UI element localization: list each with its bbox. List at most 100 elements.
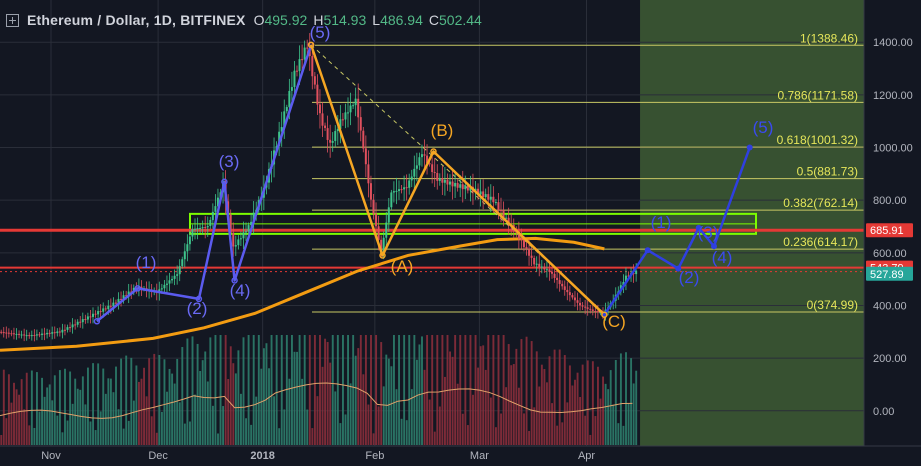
- volume-bar: [349, 383, 352, 445]
- fib-level-label: 0(374.99): [807, 298, 858, 312]
- candle-body: [331, 141, 334, 143]
- open-value: 495.92: [264, 12, 308, 28]
- candle-body: [344, 112, 347, 120]
- volume-bar: [138, 381, 140, 445]
- candle-body: [502, 210, 505, 218]
- volume-bar: [298, 335, 301, 445]
- volume-bar: [275, 335, 278, 445]
- volume-bar: [107, 378, 110, 445]
- candle-body: [199, 228, 202, 230]
- candle-body: [252, 212, 255, 222]
- candle-body: [329, 139, 332, 143]
- volume-bar: [311, 428, 314, 445]
- correction-label-a: (A): [391, 257, 414, 276]
- candle-body: [568, 292, 571, 296]
- candle-body: [117, 298, 120, 303]
- candle-body: [586, 307, 589, 309]
- volume-bar: [232, 363, 235, 445]
- volume-bar: [530, 341, 533, 445]
- volume-bar: [459, 335, 462, 445]
- price-tag-bg: [866, 266, 913, 281]
- volume-bar: [385, 354, 388, 445]
- candle-body: [341, 119, 344, 121]
- candle-body: [594, 311, 597, 313]
- volume-bar: [280, 335, 283, 445]
- candle-body: [58, 331, 61, 333]
- volume-bar: [209, 337, 212, 445]
- candle-body: [530, 255, 533, 258]
- volume-bar: [71, 403, 74, 445]
- volume-bar: [380, 342, 383, 445]
- candle-body: [579, 302, 582, 306]
- volume-bar: [502, 335, 505, 445]
- volume-bar: [466, 425, 469, 445]
- candle-body: [76, 321, 79, 325]
- volume-bar: [512, 364, 515, 445]
- price-tag-bg: [866, 223, 913, 238]
- volume-bar: [538, 386, 541, 445]
- volume-bar: [589, 434, 592, 445]
- volume-bar: [143, 367, 145, 445]
- expand-icon[interactable]: [6, 13, 19, 27]
- volume-bar: [433, 431, 436, 445]
- volume-bar: [53, 375, 56, 445]
- volume-bar: [438, 406, 441, 445]
- volume-bar: [336, 335, 339, 445]
- candle-body: [556, 277, 559, 281]
- wave-point: [93, 318, 101, 325]
- volume-bar: [561, 422, 564, 445]
- candle-body: [109, 305, 112, 307]
- volume-bar: [352, 335, 355, 445]
- candle-body: [497, 202, 500, 211]
- candle-body: [469, 186, 472, 191]
- candle-body: [420, 154, 423, 158]
- volume-bar: [260, 368, 263, 445]
- candle-body: [540, 266, 543, 268]
- y-tick-label: 800.00: [873, 195, 907, 207]
- volume-bar: [487, 335, 490, 445]
- volume-bar: [23, 409, 26, 445]
- volume-average-line: [0, 382, 633, 419]
- candle-body: [25, 335, 28, 337]
- candle-body: [528, 249, 531, 256]
- volume-bar: [410, 389, 413, 445]
- candle-body: [120, 298, 123, 300]
- volume-bar: [405, 420, 408, 445]
- volume-bar: [597, 366, 599, 445]
- candle-body: [81, 319, 84, 323]
- candle-body: [571, 295, 574, 298]
- volume-bar: [94, 430, 97, 445]
- volume-bar: [214, 335, 217, 445]
- candle-body: [535, 263, 538, 265]
- candle-body: [324, 125, 327, 128]
- x-tick-label: 2018: [250, 450, 274, 462]
- volume-bar: [76, 388, 79, 445]
- x-tick-label: Nov: [41, 450, 61, 462]
- candle-body: [171, 278, 174, 281]
- candle-body: [354, 98, 357, 106]
- candle-body: [303, 47, 306, 60]
- candle-body: [125, 295, 128, 297]
- volume-bar: [342, 335, 344, 445]
- candle-body: [359, 117, 362, 131]
- volume-bar: [150, 416, 153, 445]
- candle-body: [293, 70, 296, 88]
- volume-bar: [265, 343, 268, 445]
- candle-body: [522, 240, 525, 248]
- candle-body: [89, 316, 92, 318]
- candle-body: [321, 113, 324, 126]
- volume-bar: [301, 378, 304, 445]
- fib-level-label: 1(1388.46): [800, 31, 858, 45]
- volume-bar: [479, 346, 482, 445]
- volume-bar: [523, 413, 525, 445]
- wave-point: [695, 224, 702, 231]
- volume-bar: [630, 358, 633, 445]
- candle-body: [97, 311, 100, 315]
- candle-body: [61, 329, 64, 333]
- volume-bar: [449, 351, 451, 445]
- volume-bar: [178, 402, 181, 445]
- candle-body: [403, 187, 406, 190]
- y-tick-label: 1200.00: [873, 90, 913, 102]
- candle-body: [204, 227, 207, 229]
